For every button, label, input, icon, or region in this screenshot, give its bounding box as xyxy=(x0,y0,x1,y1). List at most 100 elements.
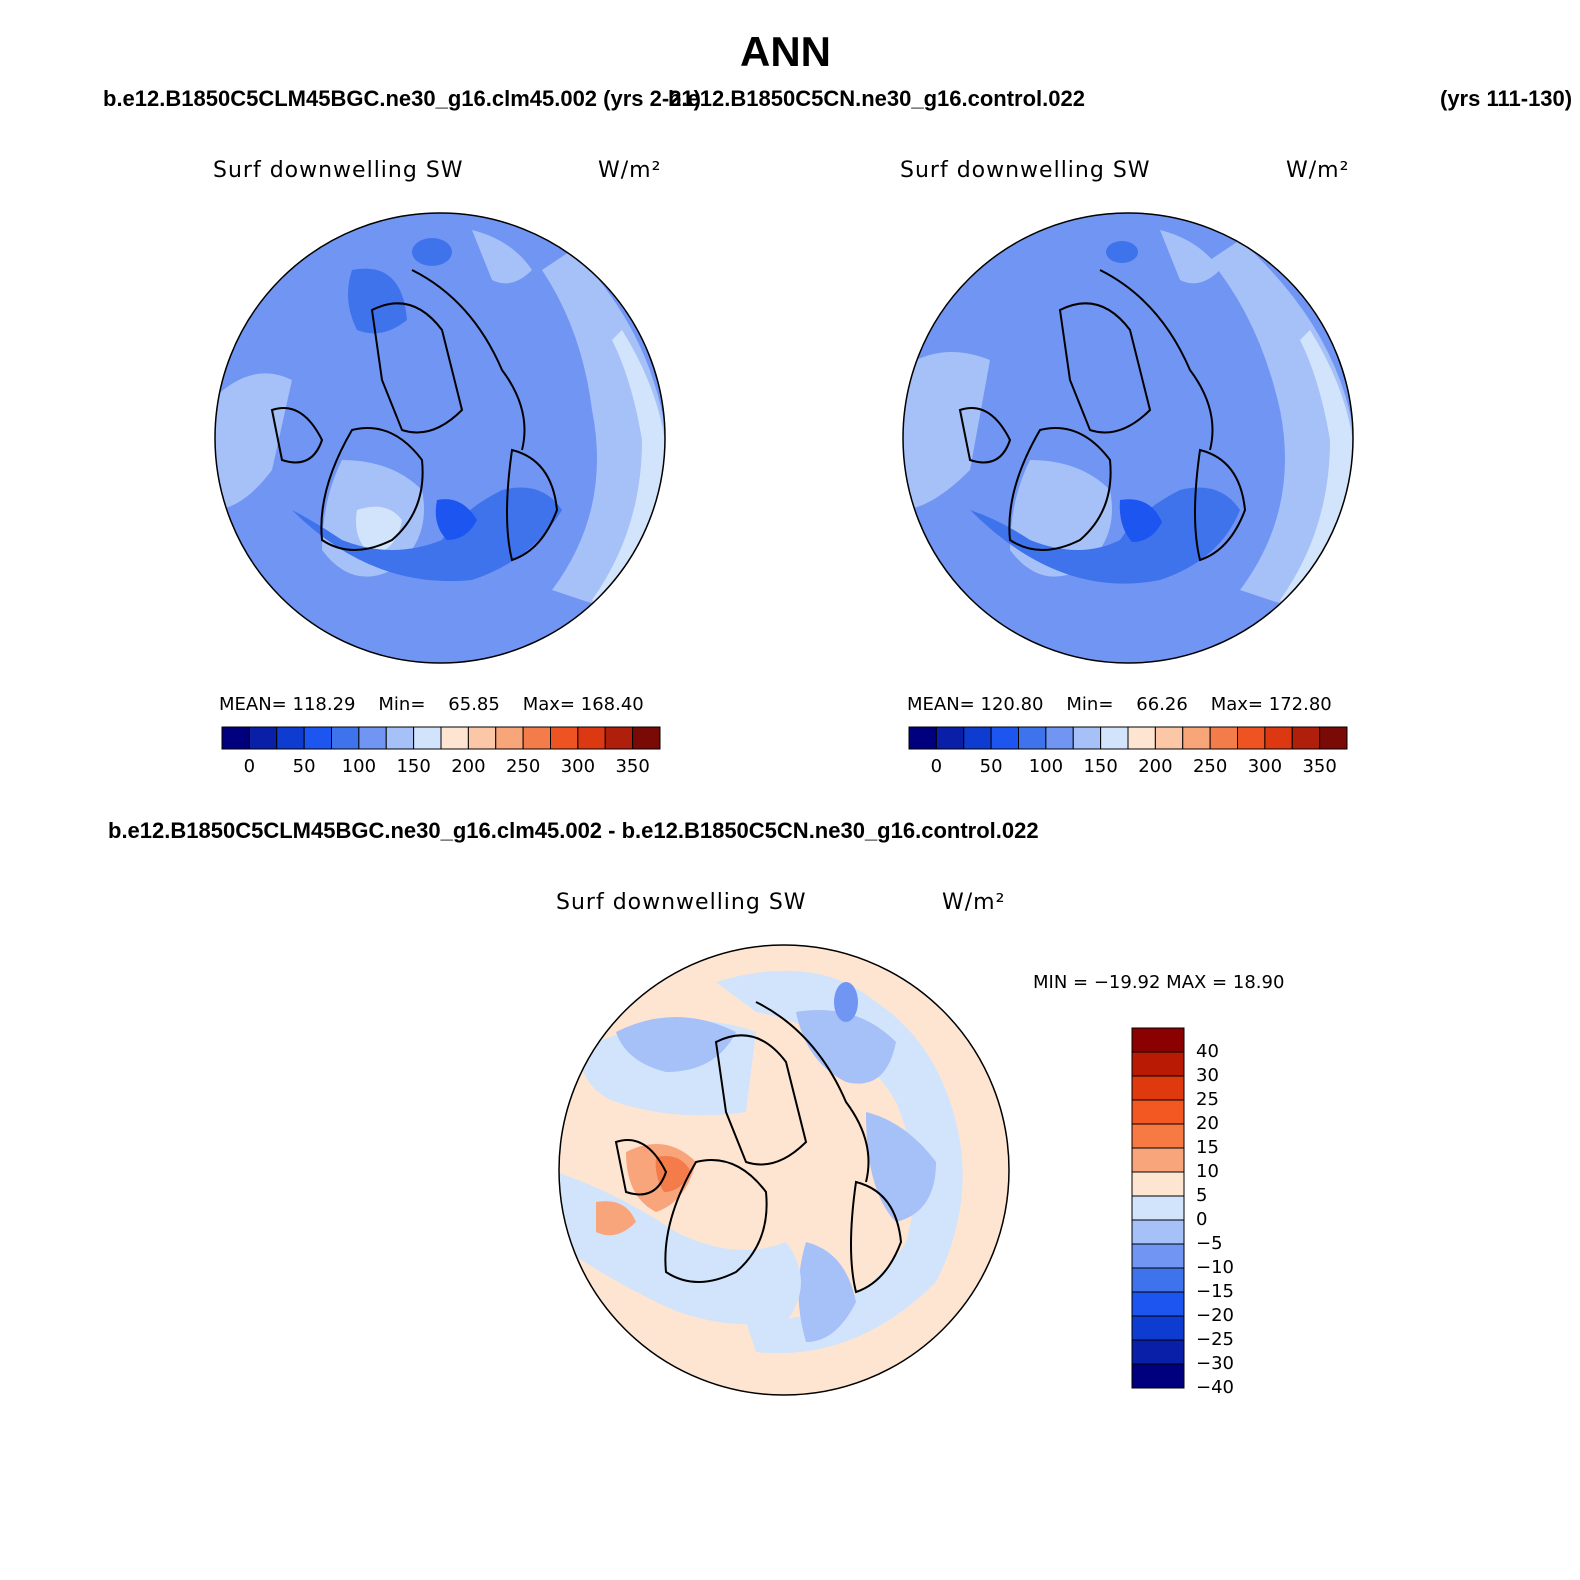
colorbar-swatch xyxy=(221,726,250,750)
colorbar-swatch xyxy=(963,726,992,750)
panel1-map xyxy=(214,212,666,664)
panel1-variable: Surf downwelling SW xyxy=(213,158,464,183)
panel2-max-value: 172.80 xyxy=(1268,694,1332,715)
diff-colorbar xyxy=(1131,1027,1185,1389)
panel1-stats: MEAN= 118.29 Min= 65.85 Max= 168.40 xyxy=(219,694,644,715)
colorbar-tick-label: 200 xyxy=(451,756,486,777)
panel2-min-value: 66.26 xyxy=(1136,694,1188,715)
diff-colorbar-swatch xyxy=(1131,1171,1185,1197)
panel2-mean-label: MEAN= xyxy=(907,694,975,715)
colorbar-tick-label: 250 xyxy=(505,756,541,777)
colorbar-tick-label: 0 xyxy=(930,756,943,777)
colorbar-tick-label: 50 xyxy=(979,756,1003,777)
colorbar-swatch xyxy=(413,726,442,750)
colorbar-swatch xyxy=(385,726,415,750)
diff-colorbar-swatch xyxy=(1131,1027,1185,1053)
diff-colorbar-tick-label: −20 xyxy=(1196,1305,1234,1326)
diff-colorbar-swatch xyxy=(1131,1267,1185,1293)
diff-units: W/m² xyxy=(942,890,1006,915)
colorbar-swatch xyxy=(577,726,606,750)
season-title: ANN xyxy=(740,28,831,75)
diff-colorbar-swatch xyxy=(1131,1339,1185,1365)
panel2-colorbar xyxy=(908,726,1348,750)
panel2-units: W/m² xyxy=(1286,158,1350,183)
colorbar-swatch xyxy=(990,726,1019,750)
colorbar-swatch xyxy=(935,726,965,750)
colorbar-swatch xyxy=(467,726,497,750)
case-b-title: b.e12.B1850C5CN.ne30_g16.control.022 xyxy=(668,86,1085,111)
panel2-stats: MEAN= 120.80 Min= 66.26 Max= 172.80 xyxy=(907,694,1332,715)
colorbar-swatch xyxy=(1045,726,1074,750)
diff-colorbar-swatch xyxy=(1131,1099,1185,1125)
panel1-mean-label: MEAN= xyxy=(219,694,287,715)
diff-colorbar-swatch xyxy=(1131,1315,1185,1341)
diff-minmax: MIN = −19.92 MAX = 18.90 xyxy=(1033,972,1285,993)
panel1-colorbar-ticks: 0 50 100 150 200 250 300 350 xyxy=(221,756,661,780)
colorbar-tick-label: 300 xyxy=(1247,756,1283,777)
colorbar-swatch xyxy=(908,726,937,750)
colorbar-swatch xyxy=(1291,726,1321,750)
colorbar-swatch xyxy=(495,726,524,750)
colorbar-tick-label: 100 xyxy=(1028,756,1064,777)
diff-colorbar-tick-label: −40 xyxy=(1196,1377,1234,1398)
panel1-units: W/m² xyxy=(598,158,662,183)
panel2-variable: Surf downwelling SW xyxy=(900,158,1151,183)
colorbar-swatch xyxy=(1319,726,1348,750)
colorbar-swatch xyxy=(550,726,579,750)
colorbar-swatch xyxy=(440,726,469,750)
diff-colorbar-tick-label: 30 xyxy=(1196,1065,1219,1086)
diff-variable: Surf downwelling SW xyxy=(556,890,807,915)
panel1-max-value: 168.40 xyxy=(580,694,644,715)
panel2-mean-value: 120.80 xyxy=(980,694,1044,715)
diff-colorbar-tick-label: 10 xyxy=(1196,1161,1219,1182)
colorbar-tick-label: 200 xyxy=(1138,756,1173,777)
colorbar-swatch xyxy=(331,726,360,750)
panel2-max-label: Max= xyxy=(1210,694,1264,715)
colorbar-tick-label: 300 xyxy=(560,756,596,777)
diff-colorbar-tick-label: 20 xyxy=(1196,1113,1219,1134)
diff-colorbar-swatch xyxy=(1131,1195,1185,1221)
diff-colorbar-ticks: 40 30 25 20 15 10 5 0 −5 −10 −15 −20 −25 −30 −40 xyxy=(1190,1027,1250,1398)
diff-colorbar-swatch xyxy=(1131,1363,1185,1389)
colorbar-swatch xyxy=(604,726,634,750)
diff-colorbar-swatch xyxy=(1131,1147,1185,1173)
colorbar-swatch xyxy=(1237,726,1266,750)
diff-colorbar-swatch xyxy=(1131,1123,1185,1149)
diff-colorbar-tick-label: 40 xyxy=(1196,1041,1219,1062)
diff-colorbar-tick-label: −10 xyxy=(1196,1257,1234,1278)
colorbar-swatch xyxy=(1018,726,1047,750)
diff-colorbar-tick-label: −30 xyxy=(1196,1353,1234,1374)
diff-colorbar-swatch xyxy=(1131,1075,1185,1101)
colorbar-tick-label: 50 xyxy=(292,756,316,777)
case-b-years: (yrs 111-130) xyxy=(1440,86,1573,111)
colorbar-swatch xyxy=(358,726,387,750)
colorbar-swatch xyxy=(1100,726,1129,750)
diff-colorbar-tick-label: −5 xyxy=(1196,1233,1223,1254)
colorbar-tick-label: 250 xyxy=(1192,756,1228,777)
colorbar-swatch xyxy=(632,726,661,750)
colorbar-swatch xyxy=(1209,726,1238,750)
diff-colorbar-swatch xyxy=(1131,1219,1185,1245)
colorbar-swatch xyxy=(1154,726,1184,750)
colorbar-swatch xyxy=(522,726,551,750)
diff-colorbar-swatch xyxy=(1131,1051,1185,1077)
colorbar-swatch xyxy=(1127,726,1156,750)
colorbar-swatch xyxy=(1072,726,1102,750)
colorbar-tick-label: 150 xyxy=(396,756,431,777)
colorbar-tick-label: 0 xyxy=(243,756,256,777)
panel2-colorbar-ticks: 0 50 100 150 200 250 300 350 xyxy=(908,756,1348,780)
panel1-min-value: 65.85 xyxy=(448,694,500,715)
diff-map xyxy=(558,944,1010,1396)
panel2-min-label: Min= xyxy=(1066,694,1114,715)
diff-colorbar-swatch xyxy=(1131,1243,1185,1269)
colorbar-swatch xyxy=(1264,726,1293,750)
diff-colorbar-tick-label: 25 xyxy=(1196,1089,1219,1110)
diff-title: b.e12.B1850C5CLM45BGC.ne30_g16.clm45.002… xyxy=(108,818,1039,843)
diff-colorbar-tick-label: −15 xyxy=(1196,1281,1234,1302)
colorbar-swatch xyxy=(303,726,332,750)
colorbar-swatch xyxy=(248,726,278,750)
diff-colorbar-tick-label: −25 xyxy=(1196,1329,1234,1350)
panel1-colorbar xyxy=(221,726,661,750)
diff-colorbar-tick-label: 15 xyxy=(1196,1137,1219,1158)
colorbar-tick-label: 350 xyxy=(1302,756,1337,777)
